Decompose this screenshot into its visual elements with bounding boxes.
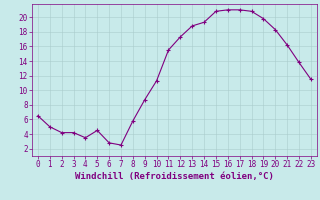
X-axis label: Windchill (Refroidissement éolien,°C): Windchill (Refroidissement éolien,°C) — [75, 172, 274, 181]
